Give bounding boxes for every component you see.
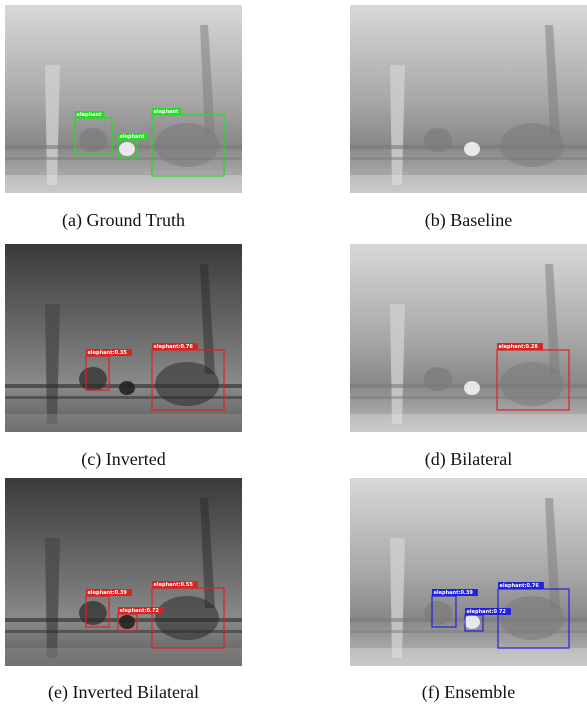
animal <box>119 381 135 395</box>
image-panel: elephant:0.28 <box>350 244 587 432</box>
ground <box>5 175 242 193</box>
animal <box>464 615 480 629</box>
animal <box>119 142 135 156</box>
caption: (b) Baseline <box>350 210 587 231</box>
ground <box>350 648 587 666</box>
animal <box>424 128 452 152</box>
box-label: elephant:0.39 <box>88 590 128 596</box>
thermal-image: elephant:0.35 elephant:0.76 <box>5 244 242 432</box>
caption: (f) Ensemble <box>350 682 587 703</box>
thermal-image: elephant:0.28 <box>350 244 587 432</box>
animal <box>155 123 219 167</box>
ground <box>5 414 242 432</box>
animal <box>79 128 107 152</box>
figure: elephant elephant elephant (a) Ground Truth… <box>0 0 587 709</box>
animal <box>500 596 564 640</box>
box-label: elephant <box>120 134 146 140</box>
image-panel: elephant:0.39 elephant:0.72 elephant:0.55 <box>5 478 242 666</box>
animal <box>119 615 135 629</box>
box-label: elephant:0.55 <box>154 582 194 588</box>
box-label: elephant:0.28 <box>499 344 539 350</box>
animal <box>79 367 107 391</box>
image-panel: elephant elephant elephant <box>5 5 242 193</box>
ground <box>350 175 587 193</box>
animal <box>464 381 480 395</box>
box-label: elephant:0.72 <box>120 608 160 614</box>
box-label: elephant:0.76 <box>154 344 194 350</box>
animal <box>500 123 564 167</box>
animal <box>500 362 564 406</box>
box-label: elephant <box>154 109 180 115</box>
animal <box>424 601 452 625</box>
animal <box>155 596 219 640</box>
image-panel <box>350 5 587 193</box>
thermal-image: elephant:0.39 elephant:0.72 elephant:0.55 <box>5 478 242 666</box>
caption: (c) Inverted <box>5 449 242 470</box>
thermal-image: elephant:0.39 elephant:0.72 elephant:0.76 <box>350 478 587 666</box>
box-label: elephant:0.72 <box>467 609 507 615</box>
box-label: elephant:0.35 <box>88 350 128 356</box>
caption: (a) Ground Truth <box>5 210 242 231</box>
ground <box>5 648 242 666</box>
box-label: elephant:0.76 <box>500 583 540 589</box>
box-label: elephant:0.39 <box>434 590 474 596</box>
animal <box>79 601 107 625</box>
animal <box>155 362 219 406</box>
thermal-image <box>350 5 587 193</box>
caption: (e) Inverted Bilateral <box>5 682 242 703</box>
image-panel: elephant:0.39 elephant:0.72 elephant:0.76 <box>350 478 587 666</box>
image-panel: elephant:0.35 elephant:0.76 <box>5 244 242 432</box>
animal <box>464 142 480 156</box>
animal <box>424 367 452 391</box>
ground <box>350 414 587 432</box>
thermal-image: elephant elephant elephant <box>5 5 242 193</box>
box-label: elephant <box>77 112 103 118</box>
caption: (d) Bilateral <box>350 449 587 470</box>
